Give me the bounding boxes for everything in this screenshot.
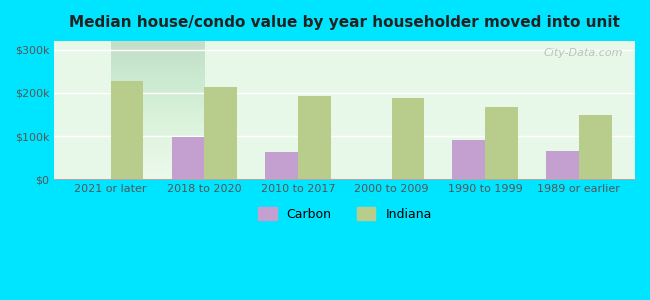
Bar [578, 116, 612, 179]
Bar [391, 98, 424, 179]
Bar [111, 81, 144, 179]
Bar [265, 152, 298, 179]
Legend: Carbon, Indiana: Carbon, Indiana [253, 202, 437, 226]
Bar [485, 107, 518, 179]
Bar [172, 137, 204, 179]
Bar [298, 96, 331, 179]
Bar [204, 87, 237, 179]
Title: Median house/condo value by year householder moved into unit: Median house/condo value by year househo… [70, 15, 620, 30]
Text: City-Data.com: City-Data.com [544, 48, 623, 58]
Bar [452, 140, 485, 179]
Bar [546, 151, 578, 179]
